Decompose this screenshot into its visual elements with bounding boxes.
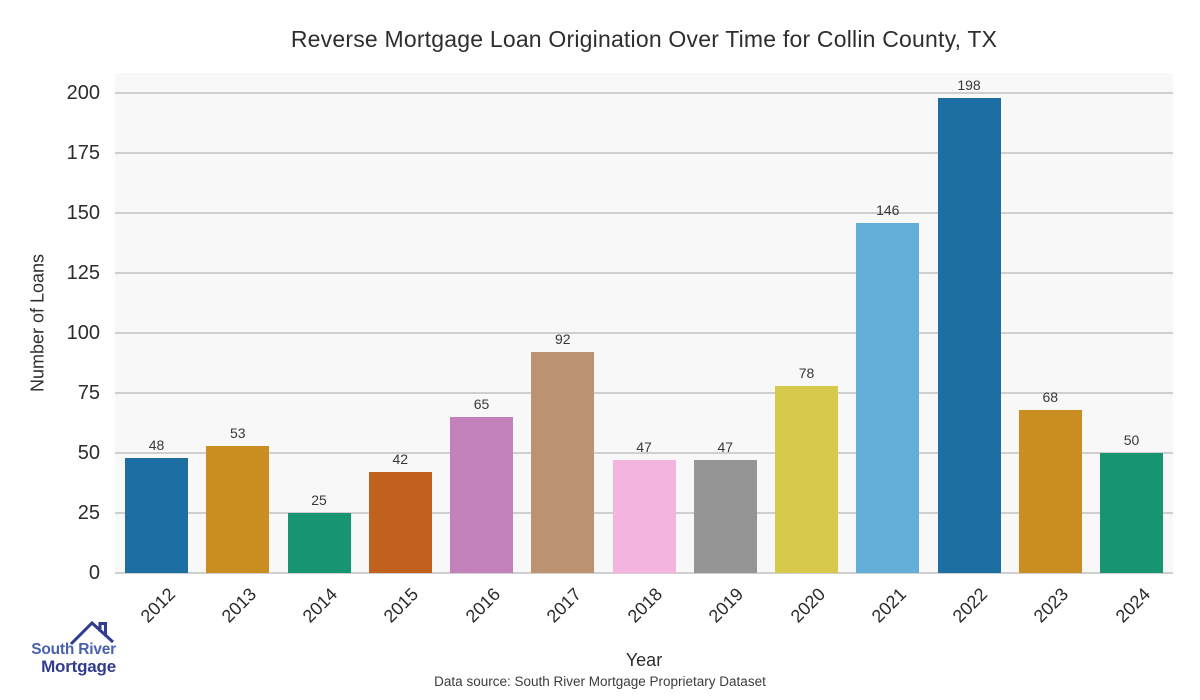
x-tick-label-2017: 2017 — [542, 584, 585, 627]
y-tick-label-100: 100 — [66, 322, 100, 344]
gridline-y-75 — [115, 392, 1173, 394]
x-tick-label-2015: 2015 — [379, 584, 423, 627]
bar-value-label-2023: 68 — [1042, 389, 1059, 405]
bar-value-label-2012: 48 — [148, 437, 165, 453]
bar-value-label-2016: 65 — [473, 396, 490, 412]
bar-2018: 47 — [612, 439, 676, 573]
y-tick-label-0: 0 — [88, 562, 100, 584]
house-roof-icon — [70, 620, 115, 646]
bar-value-label-2020: 78 — [798, 365, 815, 381]
bar-2020: 78 — [775, 365, 838, 573]
data-source-caption: Data source: South River Mortgage Propri… — [434, 674, 766, 689]
bar-2023: 68 — [1018, 389, 1082, 573]
y-axis-title: Number of Loans — [27, 253, 48, 393]
gridline-y-150 — [115, 212, 1173, 214]
x-tick-label-2023: 2023 — [1029, 584, 1073, 627]
bar-2022: 198 — [937, 77, 1001, 573]
x-tick-label-2021: 2021 — [867, 584, 910, 627]
bar-2013: 53 — [206, 425, 270, 573]
y-tick-label-75: 75 — [77, 382, 100, 404]
bar-value-label-2013: 53 — [229, 425, 246, 441]
bar-2014: 25 — [287, 492, 351, 573]
y-tick-label-150: 150 — [66, 202, 100, 224]
x-tick-label-2012: 2012 — [136, 584, 179, 627]
bar-2015: 42 — [368, 451, 432, 573]
logo-text-line2: Mortgage — [41, 657, 116, 676]
bar-value-label-2021: 146 — [876, 202, 900, 218]
x-tick-label-2016: 2016 — [461, 584, 504, 627]
bar-2016: 65 — [450, 396, 513, 573]
bar-value-label-2019: 47 — [717, 439, 734, 455]
bar-value-label-2015: 42 — [392, 451, 409, 467]
bar-value-label-2014: 25 — [311, 492, 327, 508]
bar-value-label-2024: 50 — [1123, 432, 1140, 448]
y-tick-label-200: 200 — [66, 82, 100, 104]
x-tick-label-2024: 2024 — [1111, 584, 1154, 627]
chart-title: Reverse Mortgage Loan Origination Over T… — [290, 26, 998, 52]
y-tick-label-175: 175 — [66, 142, 100, 164]
x-axis-title: Year — [625, 650, 663, 670]
x-tick-label-2013: 2013 — [217, 584, 260, 627]
gridline-y-175 — [115, 152, 1173, 154]
x-tick-label-2018: 2018 — [623, 584, 667, 627]
logo-text-line1: South River — [31, 641, 116, 658]
x-tick-label-2020: 2020 — [786, 584, 829, 627]
bar-2012: 48 — [125, 437, 188, 573]
bar-2024: 50 — [1100, 432, 1163, 573]
bars-layer: 48 53 25 42 65 92 47 47 78 146 198 68 50 — [115, 73, 1173, 573]
bar-2021: 146 — [856, 202, 920, 573]
y-tick-label-25: 25 — [77, 502, 100, 524]
gridline-y-125 — [115, 272, 1173, 274]
gridline-y-0 — [115, 572, 1173, 574]
bar-value-label-2018: 47 — [636, 439, 652, 455]
x-tick-label-2022: 2022 — [948, 584, 992, 627]
bar-value-label-2017: 92 — [554, 331, 571, 347]
x-tick-label-2014: 2014 — [298, 584, 342, 627]
gridline-y-50 — [115, 452, 1173, 454]
bar-value-label-2022: 198 — [957, 77, 981, 93]
gridline-y-100 — [115, 332, 1173, 334]
x-tick-label-2019: 2019 — [704, 584, 748, 627]
plot-area: 48 53 25 42 65 92 47 47 78 146 198 68 50 — [115, 73, 1173, 574]
bar-2019: 47 — [693, 439, 757, 573]
south-river-mortgage-logo: South River Mortgage — [20, 611, 116, 681]
y-tick-label-50: 50 — [77, 442, 100, 464]
gridline-y-200 — [115, 92, 1173, 94]
y-tick-label-125: 125 — [66, 262, 100, 284]
bar-2017: 92 — [531, 331, 595, 573]
